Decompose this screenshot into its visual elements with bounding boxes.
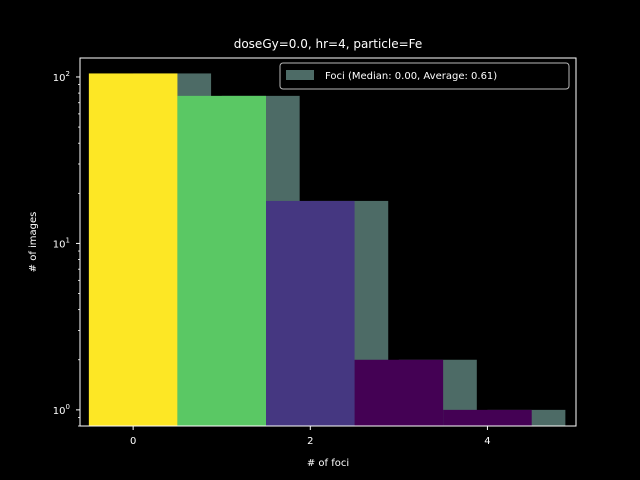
x-tick-label-1: 2 (307, 436, 313, 447)
x-tick-label-2: 4 (484, 436, 490, 447)
colored-bar-1 (177, 95, 266, 426)
colored-bar-4 (443, 409, 532, 426)
colored-bars (88, 73, 532, 426)
y-tick-label-1: 101 (53, 236, 70, 250)
colored-bar-0 (88, 73, 178, 426)
plot-frame (79, 57, 577, 427)
y-tick-label-2: 102 (53, 70, 70, 84)
chart-title: doseGy=0.0, hr=4, particle=Fe (234, 37, 423, 51)
legend: Foci (Median: 0.00, Average: 0.61) (279, 62, 570, 90)
colored-bar-3 (354, 359, 444, 426)
legend-box (279, 62, 570, 90)
x-axis: 0 2 4 (130, 426, 491, 447)
colored-bar-2 (266, 200, 355, 426)
x-axis-label: # of foci (307, 458, 349, 469)
y-axis-label: # of images (28, 212, 39, 273)
legend-label: Foci (Median: 0.00, Average: 0.61) (325, 71, 497, 82)
x-tick-label-0: 0 (130, 436, 136, 447)
y-axis: 100 101 102 (53, 70, 80, 427)
y-tick-label-0: 100 (53, 403, 70, 417)
legend-swatch (286, 70, 314, 80)
